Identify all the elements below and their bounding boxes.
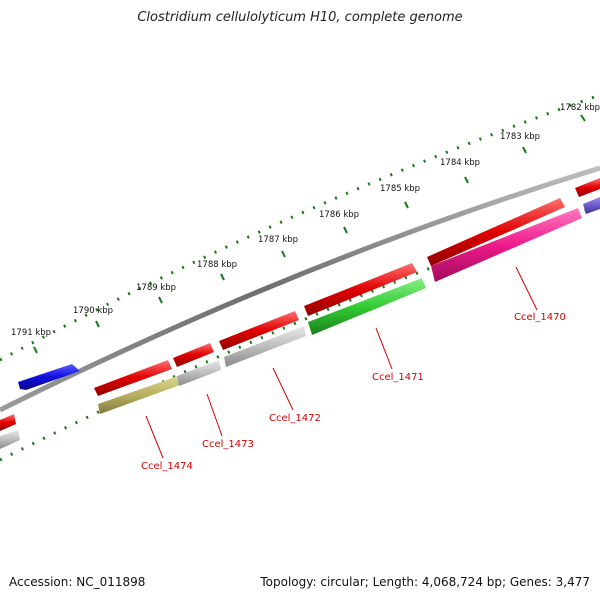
gene-arrow[interactable] [0, 430, 20, 449]
topology-text: Topology: circular; Length: 4,068,724 bp… [260, 575, 590, 589]
gene-arrow[interactable] [304, 263, 417, 316]
gene-arrow[interactable] [224, 326, 306, 367]
tick-label: 1786 kbp [319, 210, 359, 220]
accession-text: Accession: NC_011898 [9, 575, 146, 589]
tick-label: 1789 kbp [136, 283, 176, 293]
gene-arrow[interactable] [427, 198, 565, 266]
major-ticks-outer [33, 114, 586, 354]
tick-label: 1784 kbp [440, 158, 480, 168]
gene-arrow[interactable] [98, 376, 180, 414]
leader-lines [145, 266, 538, 459]
gene-arrow[interactable] [308, 278, 426, 335]
forward-genes [0, 178, 600, 431]
gene-label: Ccel_1470 [514, 312, 566, 323]
tick-label: 1783 kbp [500, 132, 540, 142]
gene-arrow[interactable] [94, 360, 172, 396]
gene-arrow[interactable] [583, 197, 600, 214]
tick-label: 1782 kbp [560, 103, 600, 113]
gene-arrow[interactable] [18, 364, 80, 390]
gene-label: Ccel_1472 [269, 413, 321, 424]
tick-label: 1785 kbp [380, 184, 420, 194]
gene-arrow[interactable] [431, 208, 582, 282]
gene-label: Ccel_1473 [202, 439, 254, 450]
reverse-genes [0, 197, 600, 449]
tick-label: 1788 kbp [197, 260, 237, 270]
gene-arrow[interactable] [0, 414, 16, 431]
gene-label: Ccel_1474 [141, 461, 193, 472]
tick-label: 1791 kbp [11, 328, 51, 338]
gene-arrow[interactable] [173, 343, 214, 367]
tick-label: 1790 kbp [73, 306, 113, 316]
gene-arrow[interactable] [177, 360, 221, 386]
map-title: Clostridium cellulolyticum H10, complete… [137, 10, 463, 25]
genome-backbone [0, 165, 600, 413]
gene-label: Ccel_1471 [372, 372, 424, 383]
tick-label: 1787 kbp [258, 235, 298, 245]
gene-arrow[interactable] [219, 311, 299, 350]
gene-arrow[interactable] [575, 178, 600, 197]
